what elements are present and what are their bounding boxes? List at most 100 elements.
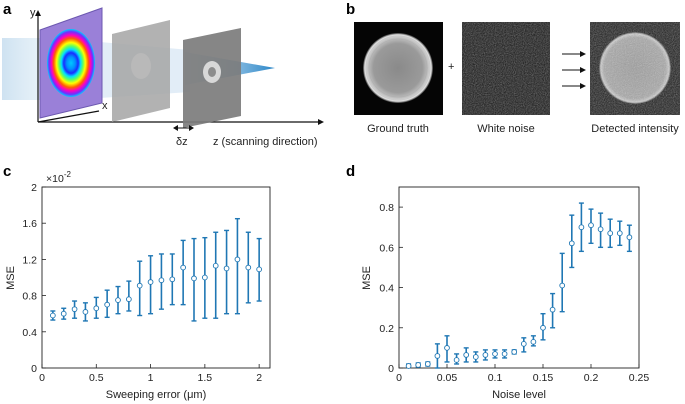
panel-d: d 0 0.05 0.1 0.15 0.2 0.25 0 0.2 0.4 0.6 0.8 Noise…	[346, 163, 649, 401]
data-point	[136, 282, 143, 289]
data-point	[245, 264, 252, 271]
data-point	[415, 362, 422, 368]
arrow-2-head	[580, 67, 586, 73]
axis-y-label: y	[30, 7, 36, 19]
data-point	[71, 306, 78, 313]
data-point	[60, 310, 67, 317]
data-point	[115, 297, 121, 303]
x-tick-label: 0.2	[584, 372, 599, 384]
panel-label-b: b	[346, 1, 355, 18]
chart-c-ylabel: MSE	[5, 266, 17, 290]
chart-c-ticks: 0 0.5 1 1.5 2 0 0.4 0.8 1.2 1.6 2	[22, 182, 262, 384]
data-point	[453, 357, 460, 363]
plane-3-core	[208, 67, 216, 77]
chart-d-frame	[398, 186, 640, 369]
y-tick-label: 0.4	[22, 327, 37, 339]
z-axis-label: z (scanning direction)	[213, 136, 318, 148]
white-noise-grain	[462, 22, 550, 115]
delta-z-label: δz	[176, 136, 188, 148]
arrow-1-head	[580, 51, 586, 57]
plus-sign: +	[448, 61, 454, 73]
data-point	[126, 296, 132, 303]
x-tick-label: 0.1	[488, 372, 503, 384]
y-tick-label: 1.2	[22, 254, 37, 266]
data-point	[50, 312, 56, 319]
multiplier-exponent: -2	[64, 170, 72, 179]
chart-d-ylabel: MSE	[361, 266, 373, 290]
x-tick-label: 0	[39, 372, 45, 384]
x-tick-label: 0.25	[629, 372, 650, 384]
data-point	[616, 230, 623, 237]
data-point	[597, 226, 604, 233]
y-tick-label: 0.8	[379, 202, 394, 214]
data-point	[588, 222, 594, 229]
data-point	[607, 230, 614, 237]
data-point	[202, 274, 208, 281]
x-tick-label: 2	[256, 372, 262, 384]
data-point	[540, 324, 546, 331]
y-tick-label: 0.2	[379, 323, 394, 335]
data-point	[559, 282, 566, 289]
data-point	[256, 266, 262, 273]
panel-a: a y x δz z (scanning direction)	[2, 1, 324, 148]
dz-right-head	[189, 125, 194, 131]
y-tick-label: 0.6	[379, 242, 394, 254]
panel-b: b + Ground truth White noise Detected in…	[346, 1, 680, 135]
data-point	[191, 275, 197, 282]
panel-label-d: d	[346, 163, 355, 180]
data-point	[180, 264, 186, 271]
data-point	[501, 351, 508, 357]
plane-2-spot	[131, 53, 151, 79]
chart-d-ticks: 0 0.05 0.1 0.15 0.2 0.25 0 0.2 0.4 0.6 0.8	[379, 202, 649, 384]
data-point	[93, 305, 100, 312]
incoming-beam	[2, 38, 40, 100]
gt-ring-2	[368, 38, 428, 98]
y-arrow	[35, 10, 41, 16]
chart-c-marks	[50, 217, 262, 322]
data-point	[530, 339, 537, 345]
caption-white-noise: White noise	[477, 123, 534, 135]
z-arrow	[318, 119, 324, 125]
caption-detected-intensity: Detected intensity	[591, 123, 679, 135]
x-tick-label: 0.05	[437, 372, 458, 384]
data-point	[212, 262, 219, 269]
data-point	[626, 234, 633, 241]
y-tick-label: 0	[388, 363, 394, 375]
phase-rings	[47, 29, 95, 97]
data-point	[424, 361, 431, 367]
y-tick-label: 0	[31, 363, 37, 375]
data-point	[444, 345, 450, 351]
y-tick-label: 1.6	[22, 218, 37, 230]
data-point	[223, 265, 230, 272]
x-axis-line	[37, 110, 100, 123]
data-point	[82, 309, 89, 315]
data-point	[158, 277, 165, 284]
data-point	[169, 276, 176, 283]
data-point	[520, 341, 527, 347]
data-point	[434, 353, 441, 359]
x-tick-label: 0.15	[533, 372, 554, 384]
data-point	[511, 349, 518, 355]
gt-ring-1	[365, 35, 431, 101]
x-tick-label: 1.5	[198, 372, 213, 384]
panel-label-c: c	[3, 163, 11, 180]
ground-truth-disk	[363, 33, 433, 103]
x-tick-label: 0	[396, 372, 402, 384]
axis-x-label: x	[102, 100, 108, 112]
multiplier-base: ×10	[46, 173, 64, 185]
chart-d-xlabel: Noise level	[492, 389, 546, 401]
detected-grain	[590, 22, 680, 115]
chart-c-frame	[41, 186, 271, 369]
chart-d-marks	[405, 202, 633, 369]
data-point	[482, 352, 489, 358]
chart-c-multiplier: ×10-2	[46, 170, 71, 185]
caption-ground-truth: Ground truth	[367, 123, 429, 135]
x-tick-label: 1	[148, 372, 154, 384]
chart-c-xlabel: Sweeping error (μm)	[106, 389, 206, 401]
data-point	[234, 256, 241, 263]
data-point	[568, 240, 575, 247]
panel-label-a: a	[3, 1, 12, 18]
data-point	[405, 363, 412, 369]
data-point	[147, 279, 154, 285]
